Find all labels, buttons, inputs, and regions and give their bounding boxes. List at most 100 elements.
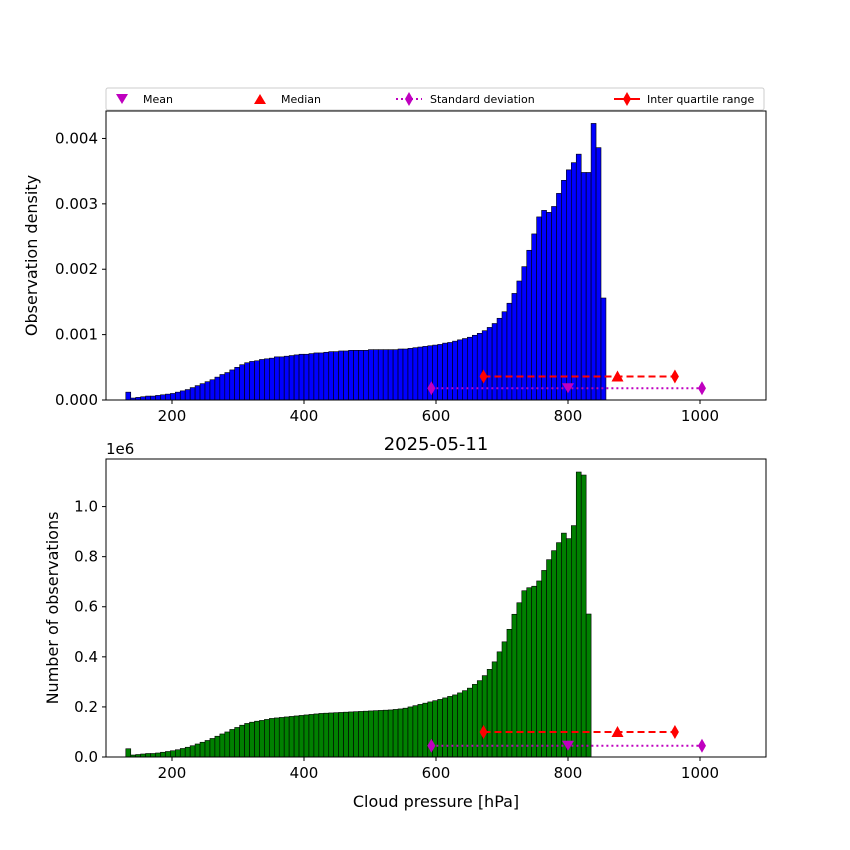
count-bar: [570, 525, 577, 758]
density-bar: [170, 393, 176, 401]
count-bar: [353, 711, 359, 758]
count-bar: [575, 471, 582, 758]
density-bar: [189, 387, 196, 401]
density-bar: [194, 385, 201, 401]
count-bar: [452, 694, 458, 758]
count-bar: [160, 751, 166, 758]
count-bar: [372, 710, 379, 758]
count-bar: [358, 711, 364, 758]
count-y-label: Number of observations: [43, 512, 62, 705]
density-bar: [363, 350, 369, 401]
density-bar: [546, 212, 552, 401]
count-bar: [541, 570, 547, 758]
count-median-marker: [611, 725, 624, 737]
density-bar: [467, 336, 473, 401]
count-bar: [333, 712, 339, 758]
count-y-ticks: 0.0 0.2 0.4 0.6 0.8 1.0: [74, 498, 106, 766]
density-bar: [145, 395, 151, 401]
density-bar: [402, 348, 409, 401]
count-bar: [561, 532, 567, 758]
count-iqr-marker: [479, 724, 488, 739]
density-std-marker: [427, 381, 436, 396]
count-bar: [551, 550, 557, 758]
density-bar: [481, 330, 488, 401]
count-bar: [189, 745, 196, 758]
count-bar: [150, 753, 156, 758]
density-bar: [269, 357, 275, 401]
density-x-tick-label: 600: [422, 407, 451, 425]
count-x-tick-label: 200: [158, 764, 187, 782]
count-bar: [155, 752, 161, 758]
density-bar: [313, 352, 320, 401]
density-bar: [476, 333, 483, 401]
count-bar: [313, 713, 320, 758]
count-bar: [382, 709, 389, 758]
count-bar: [536, 580, 542, 758]
count-bar: [506, 628, 513, 758]
density-mean-marker: [562, 383, 574, 394]
density-bar: [229, 369, 235, 401]
count-std-marker: [427, 738, 436, 753]
density-x-tick-label: 1000: [681, 407, 719, 425]
density-bar: [422, 346, 429, 401]
density-std-marker: [697, 381, 706, 396]
density-stats: [427, 369, 706, 396]
density-bar: [531, 233, 537, 401]
density-bar: [590, 123, 597, 401]
density-bar: [600, 297, 607, 401]
count-bars: [125, 471, 592, 758]
density-bar: [407, 348, 414, 401]
count-bar: [219, 733, 226, 758]
density-bar: [372, 349, 379, 401]
count-x-tick-label: 800: [554, 764, 583, 782]
density-bar: [575, 153, 582, 401]
count-bar: [343, 711, 349, 758]
count-bar: [516, 602, 523, 758]
density-bar: [412, 347, 419, 401]
count-bar: [283, 716, 290, 758]
density-bar: [283, 355, 290, 401]
density-y-ticks: 0.000 0.001 0.002 0.003 0.004: [55, 129, 106, 409]
count-bar: [170, 750, 176, 758]
count-bar: [184, 746, 191, 758]
count-bar: [412, 705, 419, 758]
density-bar: [566, 169, 572, 401]
count-bar: [338, 712, 344, 758]
density-bar: [452, 340, 458, 401]
count-bar: [491, 661, 498, 758]
count-bar: [234, 727, 240, 758]
count-std-marker: [697, 738, 706, 753]
count-panel: 2025-05-11 200 400 600 800 1000 0.0 0.2 0.4 0.6…: [43, 434, 767, 811]
count-bar: [585, 613, 592, 758]
legend: Mean Median Standard deviation Inter qua…: [105, 87, 765, 111]
density-bar: [585, 172, 592, 401]
density-y-tick-label: 0.004: [55, 129, 98, 147]
density-bar: [150, 395, 156, 401]
density-bar: [343, 350, 349, 401]
legend-entry-std: Standard deviation: [396, 92, 535, 106]
density-bar: [392, 349, 399, 401]
density-bar: [462, 338, 468, 401]
density-bar: [368, 349, 374, 401]
density-bar: [184, 389, 191, 401]
density-x-tick-label: 200: [158, 407, 187, 425]
density-bar: [348, 350, 354, 401]
count-bar: [377, 710, 384, 758]
density-bar: [570, 162, 577, 401]
density-bar: [244, 362, 250, 401]
density-iqr-marker: [670, 369, 679, 384]
density-bar: [595, 147, 602, 401]
density-bar: [353, 350, 359, 401]
density-bar: [551, 206, 557, 401]
density-bar: [175, 391, 181, 401]
density-bar: [521, 266, 528, 401]
density-x-tick-label: 800: [554, 407, 583, 425]
density-bar: [278, 356, 285, 401]
density-bar: [125, 391, 132, 401]
count-bar: [293, 715, 300, 758]
density-bar: [382, 349, 389, 401]
density-bar: [333, 351, 339, 401]
density-bar: [358, 350, 364, 401]
count-bar: [254, 720, 260, 758]
density-bar: [377, 349, 384, 401]
